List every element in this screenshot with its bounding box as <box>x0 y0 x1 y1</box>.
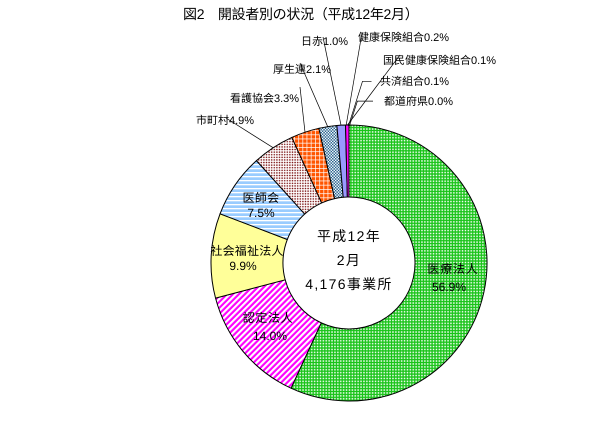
svg-text:平成12年: 平成12年 <box>317 228 381 244</box>
svg-text:14.0%: 14.0% <box>253 329 287 343</box>
svg-text:9.9%: 9.9% <box>229 259 257 273</box>
svg-text:看護協会3.3%: 看護協会3.3% <box>230 92 299 105</box>
svg-text:市町村4.9%: 市町村4.9% <box>196 114 254 127</box>
svg-text:医療法人: 医療法人 <box>427 262 478 276</box>
svg-text:共済組合0.1%: 共済組合0.1% <box>380 75 449 88</box>
svg-text:社会福祉法人: 社会福祉法人 <box>210 244 283 258</box>
svg-text:厚生連2.1%: 厚生連2.1% <box>273 63 331 76</box>
svg-text:健康保険組合0.2%: 健康保険組合0.2% <box>358 31 449 44</box>
svg-text:日赤1.0%: 日赤1.0% <box>301 35 348 48</box>
svg-text:7.5%: 7.5% <box>247 206 275 220</box>
svg-text:国民健康保険組合0.1%: 国民健康保険組合0.1% <box>383 54 496 67</box>
svg-text:4,176事業所: 4,176事業所 <box>305 276 392 292</box>
svg-text:図2 開設者別の状況（平成12年2月）: 図2 開設者別の状況（平成12年2月） <box>183 6 418 22</box>
svg-text:2月: 2月 <box>337 252 361 268</box>
svg-text:医師会: 医師会 <box>243 191 280 205</box>
svg-text:認定法人: 認定法人 <box>243 311 293 325</box>
svg-text:都道府県0.0%: 都道府県0.0% <box>384 95 453 108</box>
svg-text:56.9%: 56.9% <box>432 280 466 294</box>
